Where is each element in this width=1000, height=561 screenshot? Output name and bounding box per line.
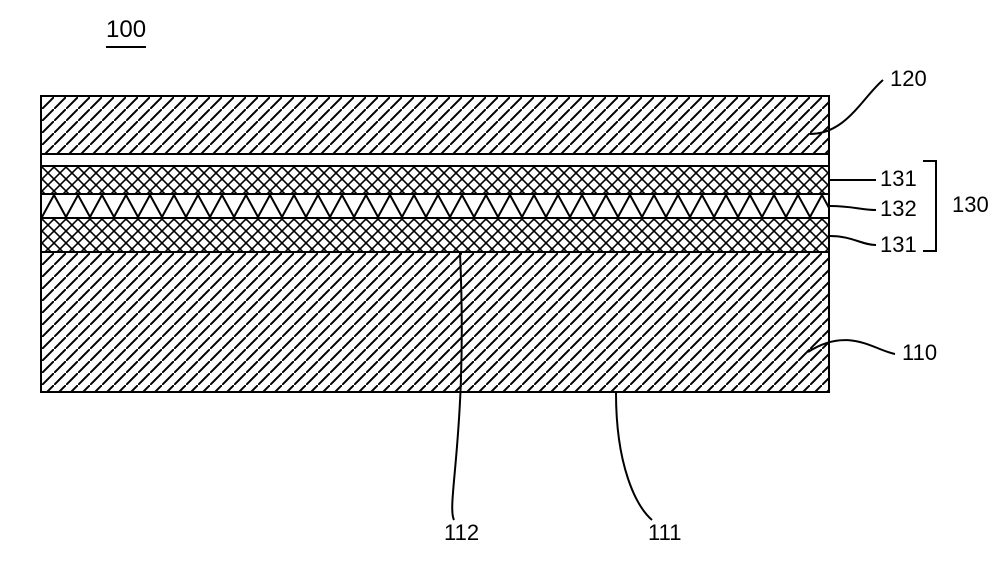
- callout-131-bottom: 131: [880, 232, 917, 258]
- layer-132: [40, 195, 830, 217]
- callout-112: 112: [444, 520, 479, 546]
- callout-132: 132: [880, 196, 917, 222]
- callout-120: 120: [890, 66, 927, 92]
- group-bracket-130: [935, 160, 937, 252]
- layer-131-top: [40, 165, 830, 195]
- layer-131-bottom: [40, 217, 830, 253]
- callout-130: 130: [952, 192, 989, 218]
- callout-111: 111: [648, 520, 681, 546]
- callout-110: 110: [902, 340, 937, 366]
- layer-120: [40, 95, 830, 155]
- callout-131-top: 131: [880, 166, 917, 192]
- figure: 100: [0, 0, 1000, 561]
- figure-ref-label: 100: [106, 16, 146, 48]
- layer-110: [40, 253, 830, 393]
- gap: [40, 155, 830, 165]
